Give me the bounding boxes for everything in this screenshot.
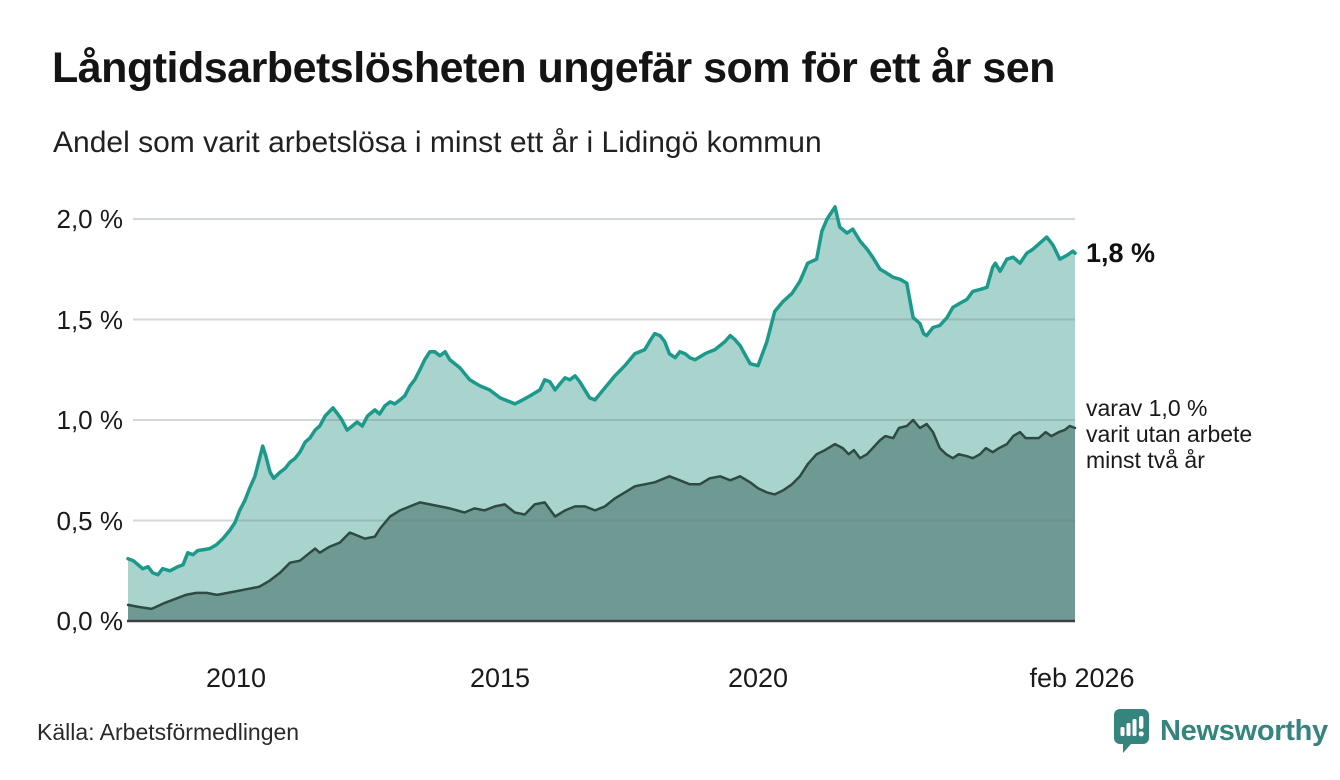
y-axis-tick-label: 0,5 % [56,505,124,536]
page-title: Långtidsarbetslösheten ungefär som för e… [52,44,1055,92]
brand-logo: Newsworthy [1113,708,1328,754]
y-axis-tick-label: 2,0 % [56,204,124,234]
series2-annotation-line3: minst två år [1086,447,1205,473]
y-axis-tick-label: 0,0 % [56,606,124,636]
x-axis-tick-label: 2020 [727,663,789,693]
x-axis-tick-label: 2015 [469,663,531,693]
series2-end-annotation: varav 1,0 % varit utan arbete minst två … [1086,395,1252,473]
source-credit: Källa: Arbetsförmedlingen [37,719,300,745]
y-axis-tick-label: 1,5 % [56,304,124,335]
y-axis-tick-label: 1,0 % [56,405,124,435]
series-1-area [128,206,1075,621]
page-subtitle: Andel som varit arbetslösa i minst ett å… [53,126,822,159]
x-axis-tick-label: feb 2026 [1029,663,1135,693]
series-1-line [126,205,1077,577]
x-axis-tick-label: 2010 [205,663,267,693]
series-2-area [128,420,1075,621]
brand-name: Newsworthy [1160,714,1328,747]
series1-end-value-label: 1,8 % [1086,238,1156,268]
newsworthy-bubble-chart-icon [1114,709,1149,753]
series2-annotation-line2: varit utan arbete [1086,421,1253,447]
series-2-line [126,418,1077,611]
series2-annotation-line1: varav 1,0 % [1086,395,1208,421]
